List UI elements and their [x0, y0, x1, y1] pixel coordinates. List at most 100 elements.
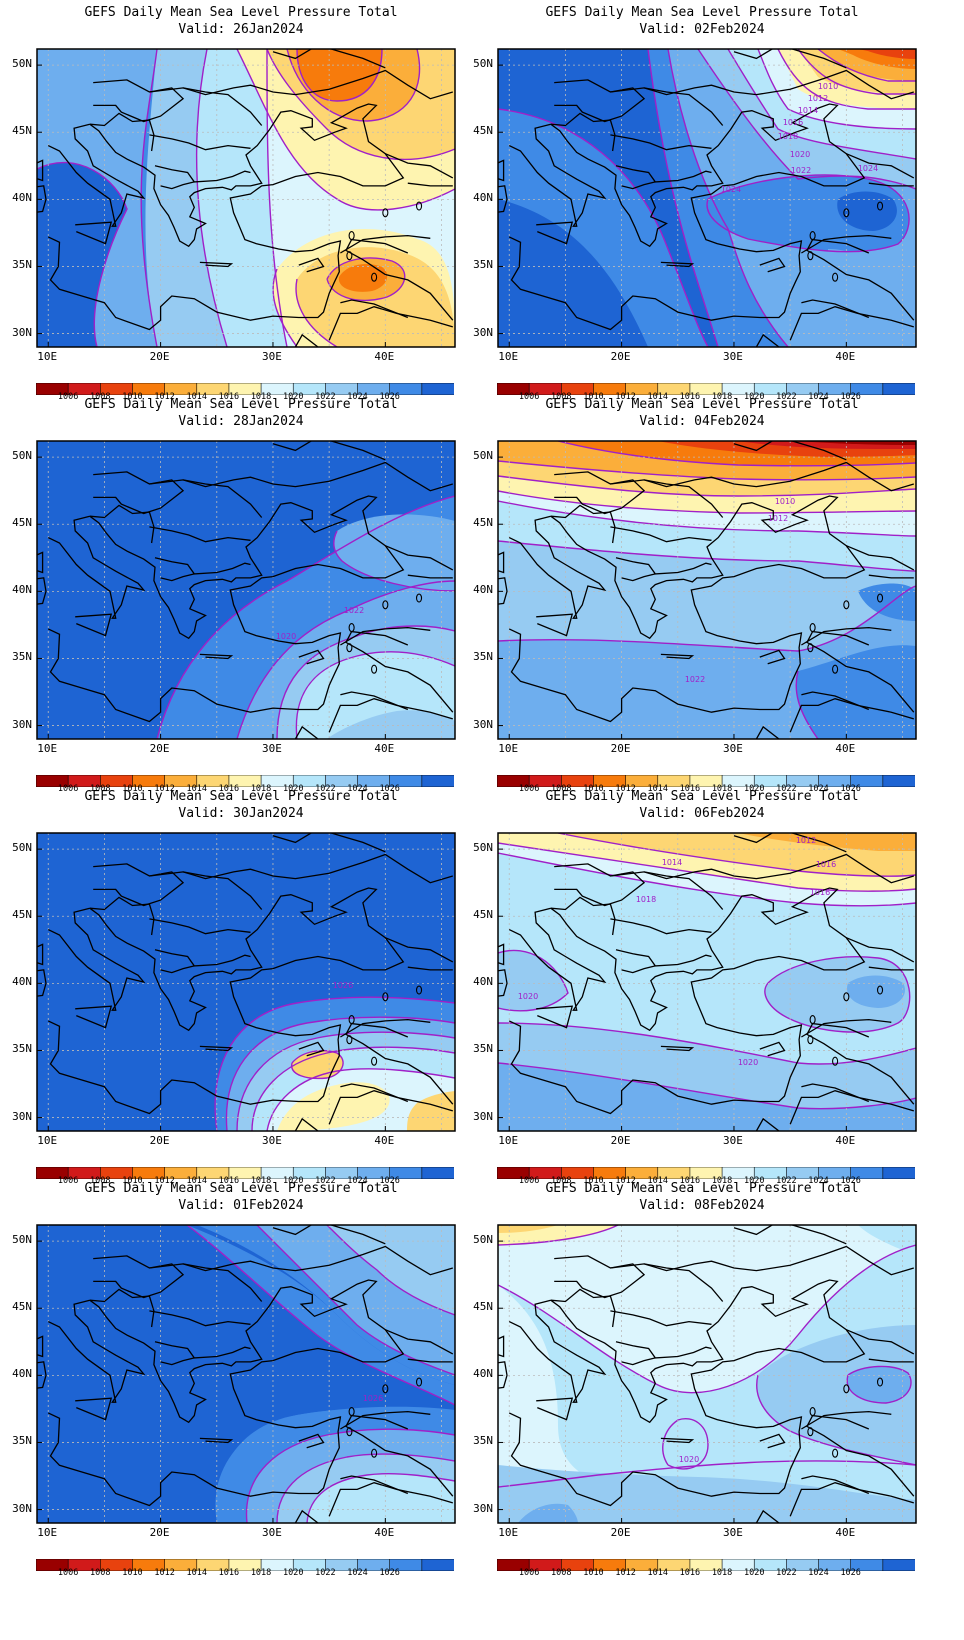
coastline [89, 1288, 155, 1328]
coastline [498, 1335, 505, 1358]
map-panel-5: GEFS Daily Mean Sea Level Pressure Total… [0, 784, 482, 1194]
coastline [789, 1482, 914, 1517]
colorbar-container [496, 1556, 916, 1575]
lat-label: 40N [473, 1367, 493, 1381]
isobar-line [498, 475, 916, 497]
coastline [498, 577, 508, 605]
panel-title: GEFS Daily Mean Sea Level Pressure Total… [0, 396, 482, 430]
lat-label: 40N [12, 583, 32, 597]
colorbar-level: 1026 [840, 1568, 861, 1578]
isobar-line [795, 670, 819, 739]
coastline [407, 182, 453, 187]
colorbar-level: 1014 [647, 784, 668, 794]
lon-label: 40E [374, 350, 395, 363]
coastline [294, 1509, 319, 1523]
coastline [498, 1361, 508, 1389]
lat-label: 50N [473, 57, 493, 71]
colorbar-level: 1012 [154, 1568, 175, 1578]
map-panel-2: GEFS Daily Mean Sea Level Pressure Total… [461, 0, 943, 410]
lake [807, 1035, 814, 1045]
coastline [508, 495, 866, 723]
colorbar-labels: 1006 1008 1010 1012 1014 1016 1018 1020 1022 1024… [497, 1176, 937, 1188]
coastline [801, 626, 892, 646]
coastline [508, 123, 607, 227]
isobar-line [140, 49, 158, 347]
lat-label: 30N [473, 1501, 493, 1515]
lon-label: 40E [835, 742, 856, 755]
coastline [340, 626, 431, 646]
isobar-line [498, 540, 916, 572]
colorbar-level: 1020 [282, 1176, 304, 1186]
lake [876, 201, 884, 211]
colorbar-level: 1008 [90, 1568, 111, 1578]
colorbar-level: 1024 [347, 1568, 368, 1578]
coastline [182, 479, 263, 518]
lake [371, 1448, 378, 1458]
lake [807, 251, 814, 261]
lat-label: 45N [12, 124, 32, 138]
isobar-label: 1016 [810, 888, 830, 897]
coastline [801, 691, 870, 711]
coastline [75, 1397, 113, 1421]
colorbar-labels: 1006 1008 1010 1012 1014 1016 1018 1020 1022 1024… [497, 784, 937, 796]
coastline [806, 1414, 915, 1497]
pressure-map [36, 48, 456, 348]
lon-label: 10E [498, 742, 519, 755]
coastline [47, 1299, 146, 1403]
coastline [733, 1225, 847, 1245]
coastline [536, 1397, 574, 1421]
colorbar-level: 1014 [647, 1568, 668, 1578]
lat-label: 50N [12, 449, 32, 463]
coastline [328, 306, 453, 341]
lon-label: 10E [37, 1134, 58, 1147]
map-panel-3: GEFS Daily Mean Sea Level Pressure Total… [0, 392, 482, 802]
coastline [610, 853, 914, 884]
lon-label: 30E [262, 1134, 282, 1147]
colorbar-level: 1006 [57, 1176, 79, 1186]
lat-label: 30N [473, 717, 493, 731]
coastline [37, 943, 44, 966]
isobar-line [498, 1225, 619, 1246]
coastline [340, 1410, 431, 1430]
colorbar-level: 1018 [711, 1568, 733, 1578]
coastline [149, 1245, 453, 1276]
pressure-map: 1026 [36, 1224, 456, 1524]
panel-title: GEFS Daily Mean Sea Level Pressure Total… [0, 4, 482, 38]
lake [809, 623, 816, 633]
isobar-line [272, 268, 298, 347]
colorbar-level: 1010 [583, 1568, 604, 1578]
colorbar-level: 1020 [282, 392, 304, 402]
map-frame [36, 1224, 456, 1524]
lake [832, 1056, 839, 1066]
lat-label: 35N [12, 1042, 32, 1056]
coastline [47, 123, 146, 227]
coastline [272, 833, 386, 853]
isobar-line [498, 1460, 916, 1488]
isobar-line [245, 1428, 455, 1523]
coastline [298, 649, 325, 665]
map-frame [497, 832, 917, 1132]
colorbar-level: 1026 [379, 392, 400, 402]
coastline [846, 545, 915, 571]
lon-label: 20E [610, 1526, 631, 1539]
coastline [868, 966, 914, 971]
isobar-line [214, 996, 455, 1131]
lon-label: 40E [835, 1526, 856, 1539]
map-area: 1010 1012 1022 [497, 440, 917, 744]
lat-label: 50N [473, 841, 493, 855]
lake [382, 1384, 389, 1394]
coastline [846, 153, 915, 179]
pressure-map: 1010 1012 1022 [497, 440, 917, 740]
isobar-line [817, 49, 916, 82]
lake [415, 201, 423, 211]
lon-label: 10E [498, 1526, 519, 1539]
lon-label: 20E [149, 1526, 170, 1539]
isobar-line [326, 1225, 455, 1316]
coastline [385, 1329, 454, 1355]
coastline [621, 181, 656, 190]
coastline [868, 1358, 914, 1363]
coastline [93, 1255, 185, 1299]
lake [832, 272, 839, 282]
isobar-label: 1020 [738, 1058, 758, 1067]
lat-label: 35N [473, 1434, 493, 1448]
